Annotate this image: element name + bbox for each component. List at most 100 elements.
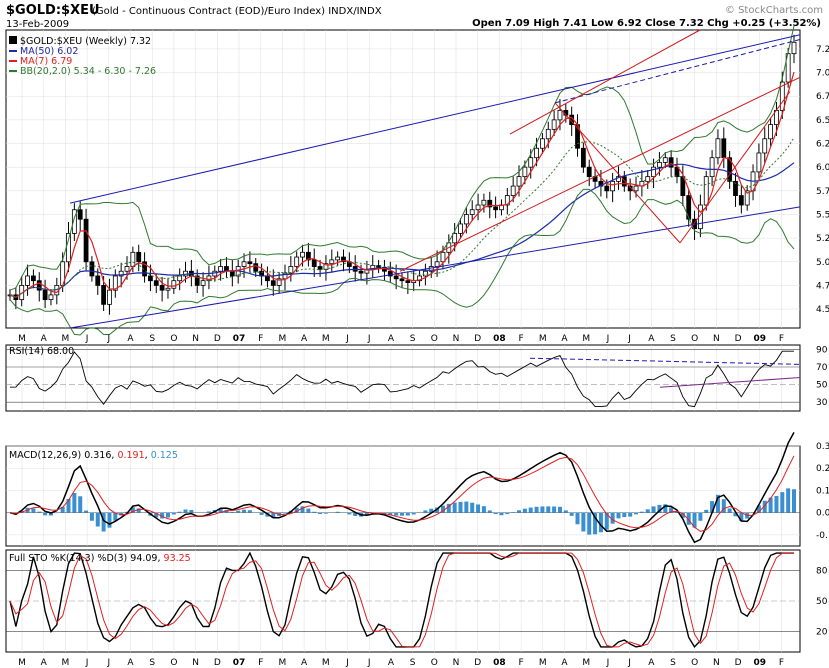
macd-hist-bar (493, 512, 498, 515)
macd-hist-bar (762, 500, 767, 513)
trendline-upper (69, 34, 801, 204)
x-tick-label-top: J (85, 334, 89, 344)
macd-hist-bar (282, 512, 287, 514)
x-tick-label-top: F (519, 334, 524, 344)
x-tick-label-bottom: A (301, 658, 308, 668)
x-tick-label-bottom: A (648, 658, 655, 668)
candle-body (148, 275, 153, 282)
x-tick-label-bottom: A (561, 658, 568, 668)
x-tick-label-top: A (561, 334, 568, 344)
x-tick-label-bottom: M (279, 658, 287, 668)
macd-hist-bar (674, 511, 679, 513)
rsi-tick-label: 50 (816, 381, 828, 391)
x-tick-label-bottom: 09 (754, 658, 767, 668)
candle-body (48, 294, 54, 301)
legend-macd: MACD(12,26,9) 0.316, 0.191, 0.125 (9, 450, 178, 461)
candle-body (77, 209, 83, 220)
macd-hist-bar (686, 512, 691, 525)
candle-body (738, 195, 744, 206)
candle-body (294, 256, 300, 267)
macd-hist-bar (604, 512, 609, 530)
candle-body (586, 166, 592, 178)
macd-hist-bar (540, 506, 545, 513)
legend-ma50: MA(50) 6.02 (20, 46, 78, 57)
legend-price: $GOLD:$XEU (Weekly) 7.32 (20, 36, 151, 47)
x-tick-label-top: M (539, 334, 547, 344)
candle-body (206, 275, 212, 282)
x-tick-label-top: J (606, 334, 610, 344)
candle-body (721, 138, 727, 159)
macd-hist-bar (610, 512, 615, 524)
candle-body (89, 261, 95, 277)
candle-body (762, 138, 768, 154)
candle-body (791, 41, 797, 55)
legend-rsi: RSI(14) 68.00 (9, 346, 74, 357)
x-tick-label-top: A (41, 334, 48, 344)
sto-tick-label: 80 (816, 566, 828, 576)
x-tick-label-top: D (735, 334, 742, 344)
candle-body (288, 266, 294, 274)
candle-body (686, 195, 692, 220)
macd-tick-label: 0.0 (816, 509, 829, 519)
legend-sto-label: Full STO %K(14,3) %D(3) (9, 553, 127, 564)
x-tick-label-top: M (62, 334, 70, 344)
macd-hist-bar (552, 506, 557, 513)
x-tick-label-bottom: A (127, 658, 134, 668)
x-tick-label-bottom: J (367, 658, 371, 668)
candle-body (662, 157, 668, 163)
rsi-panel (5, 344, 801, 412)
axes: M M A A M M J J J J A A S S O O N N D D 07 07 F F M M A A M M J J J J A A S S… (18, 45, 829, 668)
candle-body (510, 185, 516, 196)
legend-macd-hist: 0.125 (151, 450, 178, 461)
macd-hist-bar (505, 512, 510, 515)
trendline-lower (69, 206, 801, 329)
candle-body (136, 251, 142, 263)
y-tick-label: 5.75 (816, 187, 829, 197)
macd-hist-bar (575, 512, 580, 525)
x-tick-label-top: N (453, 334, 460, 344)
macd-hist-bar (183, 509, 188, 513)
legend-sto-k: 94.09 (130, 553, 157, 564)
macd-hist-bar (628, 512, 633, 517)
macd-hist-bar (60, 506, 65, 513)
candle-body (657, 162, 662, 168)
macd-hist-bar (569, 512, 574, 516)
x-tick-label-top: 07 (233, 334, 246, 344)
rsi-tick-label: 90 (816, 345, 828, 355)
macd-hist-bar (405, 512, 410, 516)
candle-body (358, 270, 364, 274)
macd-hist-bar (335, 511, 340, 513)
overlays (9, 25, 801, 336)
legend-sto: Full STO %K(14,3) %D(3) 94.09, 93.25 (9, 553, 191, 564)
candle-body (317, 266, 323, 270)
candle-body (31, 275, 36, 282)
candle-body (265, 275, 270, 282)
y-tick-label: 7.00 (816, 69, 829, 79)
candle-body (171, 280, 177, 289)
macd-tick-label: -0.1 (816, 531, 829, 541)
macd-hist-bar (452, 502, 457, 513)
legend-macd-value: 0.316 (84, 450, 111, 461)
y-tick-label: 7.25 (816, 45, 829, 55)
candle-body (551, 119, 557, 130)
candle-body (727, 157, 733, 182)
y-tick-label: 4.75 (816, 281, 829, 291)
candle-body (534, 147, 539, 159)
x-tick-label-top: S (149, 334, 155, 344)
candle-body (627, 185, 633, 192)
macd-hist-bar (259, 512, 264, 515)
legend-ma7: MA(7) 6.79 (20, 56, 72, 67)
candle-body (36, 280, 42, 291)
x-tick-label-top: M (322, 334, 330, 344)
rsi-series (6, 349, 801, 408)
macd-hist-bar (306, 508, 311, 513)
x-tick-label-bottom: J (627, 658, 631, 668)
macd-hist-bar (710, 501, 715, 513)
macd-hist-bar (557, 506, 562, 513)
candle-body (645, 176, 651, 182)
red-trend-2 (509, 29, 701, 135)
x-tick-label-bottom: D (214, 658, 221, 668)
candle-body (522, 166, 528, 178)
x-tick-label-top: N (713, 334, 720, 344)
